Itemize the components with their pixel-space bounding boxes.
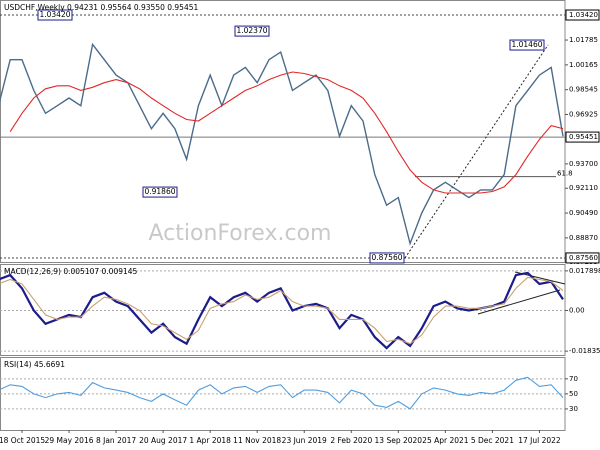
- x-tick-label: 18 Oct 2015: [0, 436, 45, 445]
- fib-label: 61.8: [557, 170, 573, 178]
- series-line: [0, 42, 564, 246]
- level-label: 0.95451: [569, 133, 598, 141]
- y-tick-label: 30: [569, 405, 578, 413]
- y-tick-label: -0.018354: [569, 347, 600, 355]
- level-label: 0.87560: [569, 254, 598, 262]
- y-tick-label: 0.93700: [569, 160, 598, 168]
- x-tick-label: 20 Aug 2017: [139, 436, 187, 445]
- panel-title: USDCHF,Weekly 0.94231 0.95564 0.93550 0.…: [4, 3, 198, 12]
- annotation-box: [509, 39, 545, 51]
- x-tick-label: 1 Apr 2018: [189, 436, 231, 445]
- series-line: [0, 276, 564, 345]
- trend-line: [404, 44, 549, 259]
- y-tick-label: 0.98545: [569, 86, 598, 94]
- annotation-label: 0.87560: [371, 253, 402, 262]
- series-line: [9, 71, 564, 194]
- level-box: [565, 9, 600, 21]
- x-tick-label: 17 Jul 2022: [518, 436, 561, 445]
- x-tick-label: 5 Dec 2021: [471, 436, 514, 445]
- level-label: 1.03420: [569, 11, 598, 19]
- x-tick-label: 2 Feb 2020: [330, 436, 372, 445]
- annotation-label: 1.03420: [39, 10, 70, 19]
- annotation-box: [37, 9, 73, 21]
- x-tick-label: 29 May 2016: [45, 436, 94, 445]
- level-box: [565, 131, 600, 143]
- y-tick-label: 1.01785: [569, 36, 598, 44]
- annotation-box: [369, 252, 405, 264]
- annotation-label: 0.91860: [144, 187, 175, 196]
- watermark: ActionForex.com: [149, 221, 332, 246]
- y-tick-label: 0.96925: [569, 110, 598, 118]
- y-tick-label: 0.92110: [569, 184, 598, 192]
- x-tick-label: 8 Jan 2017: [96, 436, 136, 445]
- annotation-box: [234, 25, 270, 37]
- y-tick-label: 0.017898: [569, 267, 600, 275]
- support-line: [477, 289, 561, 315]
- y-tick-label: 70: [569, 375, 578, 383]
- annotation-box: [142, 186, 178, 198]
- x-tick-label: 11 Nov 2018: [233, 436, 281, 445]
- y-tick-label: 50: [569, 390, 578, 398]
- panel-title: RSI(14) 45.6691: [4, 360, 65, 369]
- y-tick-label: 1.00165: [569, 61, 598, 69]
- x-tick-label: 13 Sep 2020: [375, 436, 423, 445]
- y-tick-label: 0.90490: [569, 209, 598, 217]
- series-line: [0, 376, 564, 410]
- annotation-label: 1.01460: [511, 40, 542, 49]
- annotation-label: 1.02370: [236, 26, 267, 35]
- y-tick-label: 0.88870: [569, 234, 598, 242]
- level-box: [565, 252, 600, 264]
- y-tick-label: 0.00: [569, 306, 585, 314]
- series-line: [0, 271, 564, 350]
- x-tick-label: 25 Apr 2021: [422, 436, 469, 445]
- x-tick-label: 23 Jun 2019: [282, 436, 327, 445]
- panel-title: MACD(12,26,9) 0.005107 0.009145: [4, 267, 138, 276]
